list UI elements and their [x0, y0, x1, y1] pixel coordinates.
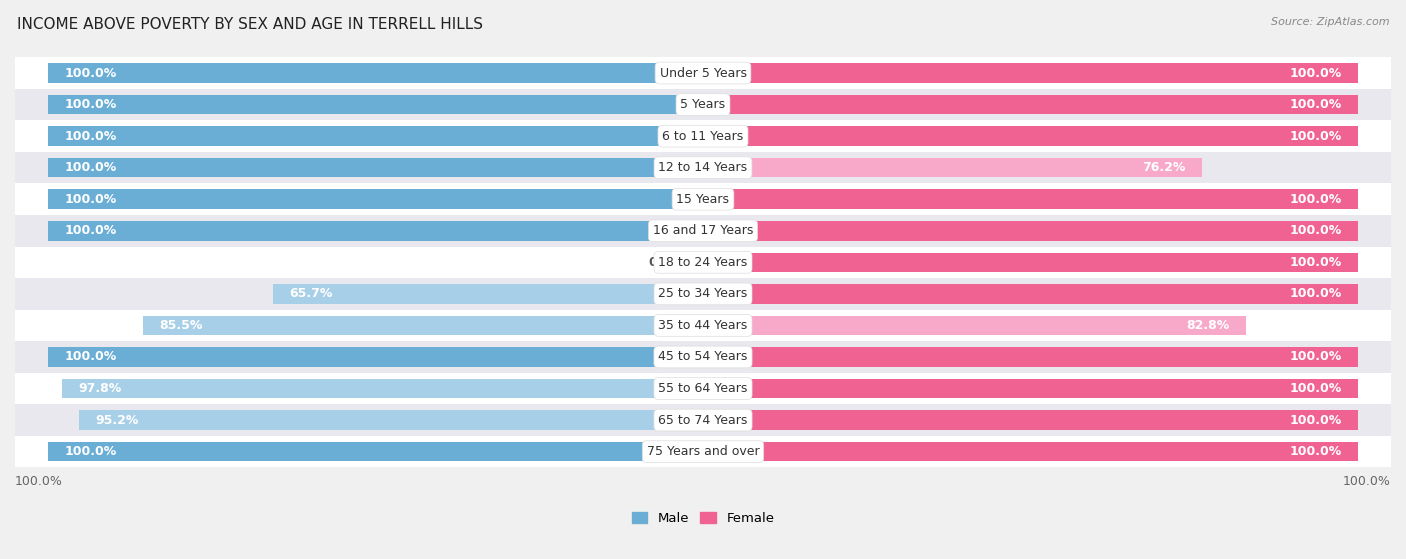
Bar [703, 316, 1246, 335]
Text: 97.8%: 97.8% [79, 382, 122, 395]
Text: 100.0%: 100.0% [15, 475, 63, 488]
Bar [703, 158, 1202, 177]
Bar [0, 89, 1406, 120]
Text: 100.0%: 100.0% [1289, 67, 1341, 79]
Text: 100.0%: 100.0% [1289, 350, 1341, 363]
Text: 100.0%: 100.0% [1289, 193, 1341, 206]
Text: 100.0%: 100.0% [65, 130, 117, 143]
Legend: Male, Female: Male, Female [626, 507, 780, 530]
Bar [48, 442, 703, 461]
Text: 100.0%: 100.0% [1343, 475, 1391, 488]
Text: 100.0%: 100.0% [1289, 224, 1341, 237]
Text: 82.8%: 82.8% [1185, 319, 1229, 332]
Text: 95.2%: 95.2% [96, 414, 139, 427]
Text: 12 to 14 Years: 12 to 14 Years [658, 161, 748, 174]
Bar [273, 284, 703, 304]
Bar [703, 284, 1358, 304]
Text: Source: ZipAtlas.com: Source: ZipAtlas.com [1271, 17, 1389, 27]
Bar [0, 373, 1406, 404]
Bar [703, 253, 1358, 272]
Text: 6 to 11 Years: 6 to 11 Years [662, 130, 744, 143]
Bar [0, 310, 1406, 341]
Bar [0, 436, 1406, 467]
Text: 100.0%: 100.0% [1289, 130, 1341, 143]
Text: Under 5 Years: Under 5 Years [659, 67, 747, 79]
Text: 100.0%: 100.0% [1289, 287, 1341, 300]
Text: 45 to 54 Years: 45 to 54 Years [658, 350, 748, 363]
Text: 100.0%: 100.0% [65, 445, 117, 458]
Bar [48, 95, 703, 115]
Text: INCOME ABOVE POVERTY BY SEX AND AGE IN TERRELL HILLS: INCOME ABOVE POVERTY BY SEX AND AGE IN T… [17, 17, 482, 32]
Bar [62, 379, 703, 399]
Bar [703, 442, 1358, 461]
Bar [0, 404, 1406, 436]
Bar [0, 57, 1406, 89]
Bar [0, 341, 1406, 373]
Text: 100.0%: 100.0% [1289, 414, 1341, 427]
Bar [79, 410, 703, 430]
Bar [703, 347, 1358, 367]
Bar [0, 215, 1406, 247]
Text: 25 to 34 Years: 25 to 34 Years [658, 287, 748, 300]
Text: 0.0%: 0.0% [648, 256, 683, 269]
Text: 18 to 24 Years: 18 to 24 Years [658, 256, 748, 269]
Bar [0, 183, 1406, 215]
Text: 100.0%: 100.0% [1289, 445, 1341, 458]
Text: 75 Years and over: 75 Years and over [647, 445, 759, 458]
Bar [703, 410, 1358, 430]
Bar [0, 152, 1406, 183]
Text: 100.0%: 100.0% [65, 350, 117, 363]
Text: 16 and 17 Years: 16 and 17 Years [652, 224, 754, 237]
Text: 100.0%: 100.0% [65, 67, 117, 79]
Bar [48, 221, 703, 240]
Text: 100.0%: 100.0% [65, 98, 117, 111]
Text: 100.0%: 100.0% [65, 161, 117, 174]
Bar [703, 126, 1358, 146]
Bar [48, 158, 703, 177]
Text: 100.0%: 100.0% [65, 193, 117, 206]
Bar [703, 379, 1358, 399]
Text: 100.0%: 100.0% [65, 224, 117, 237]
Bar [48, 190, 703, 209]
Text: 65 to 74 Years: 65 to 74 Years [658, 414, 748, 427]
Bar [703, 221, 1358, 240]
Text: 15 Years: 15 Years [676, 193, 730, 206]
Bar [0, 247, 1406, 278]
Bar [0, 278, 1406, 310]
Text: 55 to 64 Years: 55 to 64 Years [658, 382, 748, 395]
Bar [48, 126, 703, 146]
Bar [703, 63, 1358, 83]
Text: 76.2%: 76.2% [1143, 161, 1185, 174]
Bar [0, 120, 1406, 152]
Bar [703, 95, 1358, 115]
Text: 100.0%: 100.0% [1289, 98, 1341, 111]
Bar [48, 347, 703, 367]
Text: 100.0%: 100.0% [1289, 382, 1341, 395]
Bar [48, 63, 703, 83]
Bar [143, 316, 703, 335]
Text: 5 Years: 5 Years [681, 98, 725, 111]
Bar [703, 190, 1358, 209]
Text: 65.7%: 65.7% [288, 287, 332, 300]
Text: 100.0%: 100.0% [1289, 256, 1341, 269]
Text: 85.5%: 85.5% [159, 319, 202, 332]
Text: 35 to 44 Years: 35 to 44 Years [658, 319, 748, 332]
Bar [690, 253, 703, 272]
